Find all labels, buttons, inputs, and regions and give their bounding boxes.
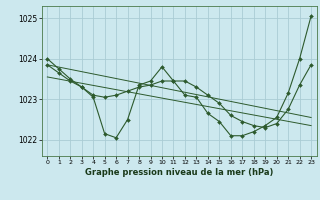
X-axis label: Graphe pression niveau de la mer (hPa): Graphe pression niveau de la mer (hPa) — [85, 168, 273, 177]
